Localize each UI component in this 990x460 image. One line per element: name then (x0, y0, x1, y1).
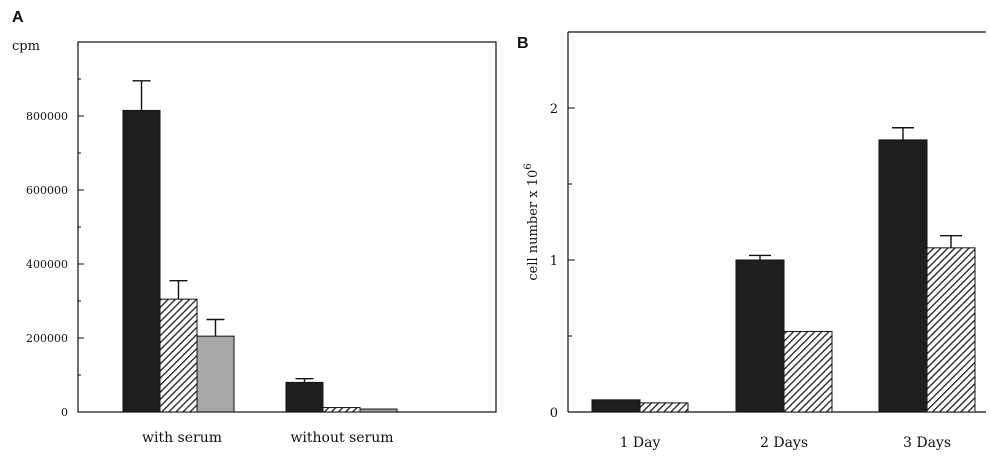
panel-b-bars (591, 127, 976, 413)
panel-b-bar (735, 259, 785, 413)
panel-b-category-label: 3 Days (903, 435, 951, 451)
panel-a-category-label: without serum (290, 430, 393, 446)
panel-a-y-tick-label: 0 (61, 406, 68, 419)
panel-b-category-label: 2 Days (760, 435, 808, 451)
panel-b-y-tick-label: 2 (550, 102, 558, 117)
panel-b-category-label: 1 Day (620, 435, 661, 451)
panel-a-bars (122, 80, 398, 413)
panel-a-bar (359, 408, 398, 413)
panel-a-y-ticks: 0 200000 400000 600000 800000 (26, 78, 84, 419)
panel-a-bar (322, 407, 361, 413)
panel-a-bar (159, 298, 198, 413)
panel-b-categories: 1 Day 2 Days 3 Days (620, 435, 951, 451)
panel-b-bar (783, 330, 833, 413)
panel-a-y-tick-label: 400000 (26, 258, 68, 271)
panel-b-y-tick-label: 1 (550, 254, 558, 269)
panel-a-y-tick-label: 800000 (26, 110, 68, 123)
panel-a-category-label: with serum (142, 430, 222, 446)
panel-a-letter: A (12, 9, 24, 26)
panel-b-y-tick-label: 0 (550, 406, 558, 421)
panel-a-bar (196, 335, 235, 413)
panel-b-letter: B (517, 35, 529, 52)
panel-a-bar (122, 109, 161, 413)
panel-b-bar (591, 399, 641, 413)
panel-b-bar (639, 402, 689, 413)
panel-a-categories: with serum without serum (142, 430, 394, 446)
panel-b-bar (878, 139, 928, 413)
panel-b-bar (926, 247, 976, 413)
panel-b-y-axis-label: cell number x 106 (523, 163, 541, 280)
panel-b-y-axis-label-text: cell number x 10 (526, 170, 541, 281)
panel-a-y-axis-label: cpm (12, 39, 40, 54)
panel-b-y-ticks: 0 1 2 (550, 102, 575, 421)
panel-a-y-tick-label: 200000 (26, 332, 68, 345)
panel-a-y-tick-label: 600000 (26, 184, 68, 197)
panel-a-bar (285, 381, 324, 413)
panel-b-y-axis-label-exponent: 6 (523, 163, 534, 169)
